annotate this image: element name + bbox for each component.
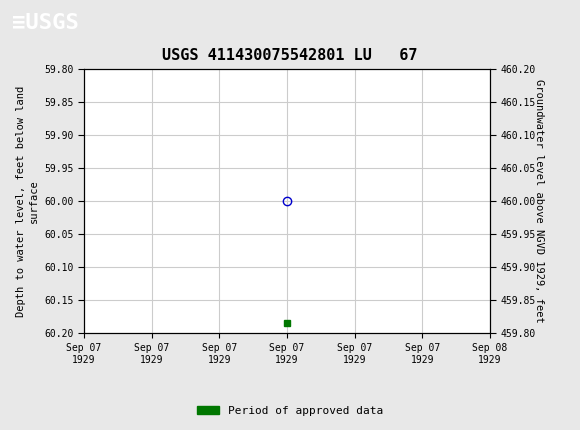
Text: USGS 411430075542801 LU   67: USGS 411430075542801 LU 67 [162,48,418,62]
Y-axis label: Depth to water level, feet below land
surface: Depth to water level, feet below land su… [16,86,39,316]
Y-axis label: Groundwater level above NGVD 1929, feet: Groundwater level above NGVD 1929, feet [534,79,544,323]
Legend: Period of approved data: Period of approved data [193,401,387,420]
Text: ≡USGS: ≡USGS [12,12,78,33]
